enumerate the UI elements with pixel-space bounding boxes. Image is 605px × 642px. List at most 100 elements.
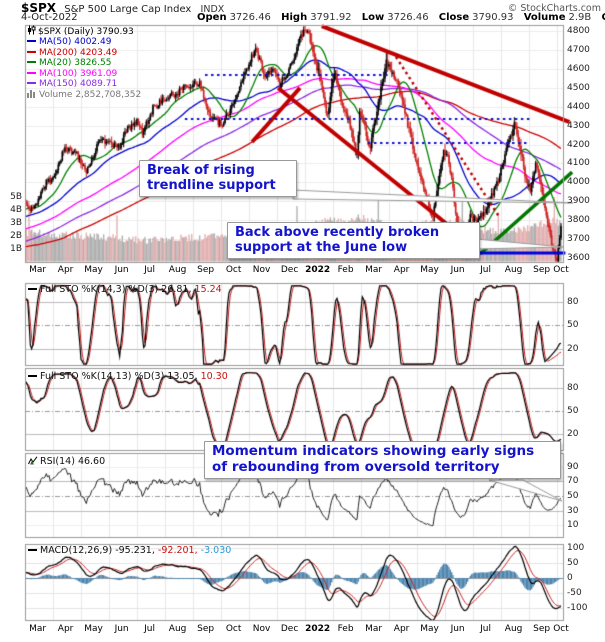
month-label: Feb: [337, 624, 354, 634]
month-label: Oct: [553, 624, 569, 634]
sto-slow-axis-label: 80: [567, 383, 579, 393]
sto-slow-legend: Full STO %K(14,13) %D(3) 13.05, 10.30: [28, 371, 228, 382]
macd-axis-label: -50: [567, 588, 582, 598]
legend-ma50-label: MA(50) 4002.49: [39, 37, 112, 48]
sto-fast-name: Full STO %K(14,3) %D(3): [40, 284, 159, 295]
month-label: Mar: [365, 265, 383, 275]
month-label: 2022: [305, 265, 331, 275]
ma20-line-swatch: [27, 61, 36, 64]
macd-v2: -92.201,: [157, 545, 198, 556]
legend-ma200-label: MA(200) 4203.49: [39, 47, 118, 58]
month-label: Jul: [144, 624, 156, 634]
macd-axis-label: 100: [567, 543, 585, 553]
volume-axis-label: 5B: [10, 192, 22, 202]
sto-fast-axis-label: 80: [567, 296, 579, 307]
sto-slow-k: 13.05,: [167, 371, 198, 382]
month-label: Mar: [365, 624, 383, 634]
volume-label: Volume: [523, 12, 566, 23]
month-label: Oct: [225, 265, 242, 275]
month-label: Jun: [114, 265, 129, 275]
legend-volume-label: Volume 2,852,708,352: [39, 90, 142, 101]
open-value: 3726.46: [229, 12, 271, 23]
volume-axis-label: 2B: [10, 231, 22, 241]
month-label: Jul: [480, 624, 492, 634]
volume-axis-label: 4B: [10, 205, 22, 215]
stockcharts-credit: © StockCharts.com: [507, 3, 601, 14]
price-axis-label: 4700: [567, 44, 590, 55]
ma50-line-swatch: [27, 40, 36, 43]
macd-line-swatch: [28, 549, 37, 551]
month-label: Apr: [57, 624, 74, 634]
sto-slow-line-swatch: [28, 375, 37, 377]
macd-name: MACD(12,26,9): [40, 545, 113, 556]
month-label: Dec: [280, 265, 299, 275]
price-axis-label: 4800: [567, 26, 590, 36]
rsi-axis-label: 70: [567, 476, 579, 487]
price-axis-label: 4100: [567, 158, 590, 169]
legend-ma20-label: MA(20) 3826.55: [39, 58, 112, 69]
month-label: Oct: [225, 624, 242, 634]
volume-axis-label: 3B: [10, 218, 22, 228]
exchange-label: INDX: [200, 4, 225, 15]
legend-spx-label: $SPX (Daily) 3790.93: [38, 27, 134, 37]
legend-ma150-label: MA(150) 4089.71: [39, 79, 118, 90]
macd-axis-label: 50: [567, 558, 579, 568]
legend-ma150: MA(150) 4089.71: [27, 79, 141, 89]
month-label: Oct: [553, 265, 569, 275]
rsi-axis-label: 10: [567, 520, 579, 531]
high-label: High: [281, 12, 308, 23]
price-axis-label: 4000: [567, 177, 590, 188]
rsi-name-value: RSI(14) 46.60: [40, 456, 106, 467]
month-label: May: [84, 624, 103, 634]
sto-fast-legend: Full STO %K(14,3) %D(3) 26.81, 15.24: [28, 284, 222, 295]
volume-axis-label: 1B: [10, 244, 22, 254]
month-label: Sep: [533, 624, 551, 634]
month-label: Sep: [533, 265, 551, 275]
month-label: Jul: [480, 265, 492, 275]
sto-slow-d: 10.30: [200, 371, 228, 382]
high-value: 3791.92: [310, 12, 352, 23]
price-axis-label: 4200: [567, 139, 590, 150]
legend-ma20: MA(20) 3826.55: [27, 58, 141, 68]
volume-bars-icon: [27, 90, 35, 99]
month-label: May: [84, 265, 103, 275]
month-label: Aug: [168, 624, 187, 634]
legend-ma100-label: MA(100) 3961.09: [39, 68, 118, 79]
ma200-line-swatch: [27, 50, 36, 53]
sto-fast-axis-label: 20: [567, 343, 579, 354]
price-axis-label: 4500: [567, 82, 590, 93]
annotation-trendline-break: Break of rising trendline support: [139, 160, 297, 197]
ticker-symbol: $SPX: [21, 1, 57, 15]
annotation-momentum-rebound: Momentum indicators showing early signs …: [204, 441, 561, 479]
quote-row: 4-Oct-2022 Open 3726.46 High 3791.92 Low 37…: [21, 12, 605, 23]
sto-fast-line-swatch: [28, 288, 37, 290]
price-axis-label: 3700: [567, 234, 590, 245]
month-label: May: [420, 624, 439, 634]
legend-spx: $SPX (Daily) 3790.93: [27, 25, 141, 37]
month-label: Aug: [504, 265, 523, 275]
sto-fast-d: 15.24: [194, 284, 222, 295]
close-value: 3790.93: [472, 12, 514, 23]
price-axis-label: 3600: [567, 253, 590, 263]
sto-slow-axis-label: 20: [567, 429, 579, 439]
price-legend: $SPX (Daily) 3790.93 MA(50) 4002.49 MA(2…: [27, 25, 141, 101]
rsi-legend: RSI(14) 46.60: [28, 456, 105, 467]
sto-slow-name: Full STO %K(14,13) %D(3): [40, 371, 165, 382]
chart-date: 4-Oct-2022: [21, 12, 78, 23]
sto-slow-axis-label: 50: [567, 406, 579, 416]
low-value: 3726.46: [387, 12, 429, 23]
rsi-axis-label: 30: [567, 505, 579, 516]
legend-ma50: MA(50) 4002.49: [27, 37, 141, 47]
volume-value: 2.9B: [568, 12, 592, 23]
sto-fast-axis-label: 50: [567, 320, 579, 330]
month-label: Aug: [168, 265, 187, 275]
ohlc-quote: Open 3726.46 High 3791.92 Low 3726.46 Close…: [197, 12, 605, 23]
month-label: Dec: [280, 624, 299, 634]
month-label: Aug: [504, 624, 523, 634]
rsi-icon: [28, 456, 38, 465]
price-axis-label: 4400: [567, 101, 590, 112]
index-name: S&P 500 Large Cap Index: [64, 4, 192, 15]
price-axis-label: 4600: [567, 63, 590, 74]
low-label: Low: [361, 12, 385, 23]
